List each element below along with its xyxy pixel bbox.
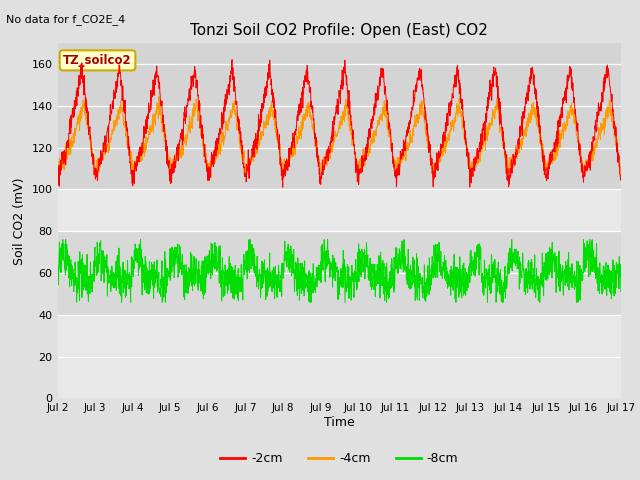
Title: Tonzi Soil CO2 Profile: Open (East) CO2: Tonzi Soil CO2 Profile: Open (East) CO2 — [190, 23, 488, 38]
Text: No data for f_CO2E_4: No data for f_CO2E_4 — [6, 14, 125, 25]
X-axis label: Time: Time — [324, 416, 355, 429]
Bar — [58, 231, 621, 315]
Bar — [58, 190, 621, 231]
Bar — [58, 315, 621, 398]
Y-axis label: Soil CO2 (mV): Soil CO2 (mV) — [13, 177, 26, 264]
Legend: -2cm, -4cm, -8cm: -2cm, -4cm, -8cm — [215, 447, 463, 470]
Text: TZ_soilco2: TZ_soilco2 — [63, 54, 132, 67]
Bar — [58, 43, 621, 190]
